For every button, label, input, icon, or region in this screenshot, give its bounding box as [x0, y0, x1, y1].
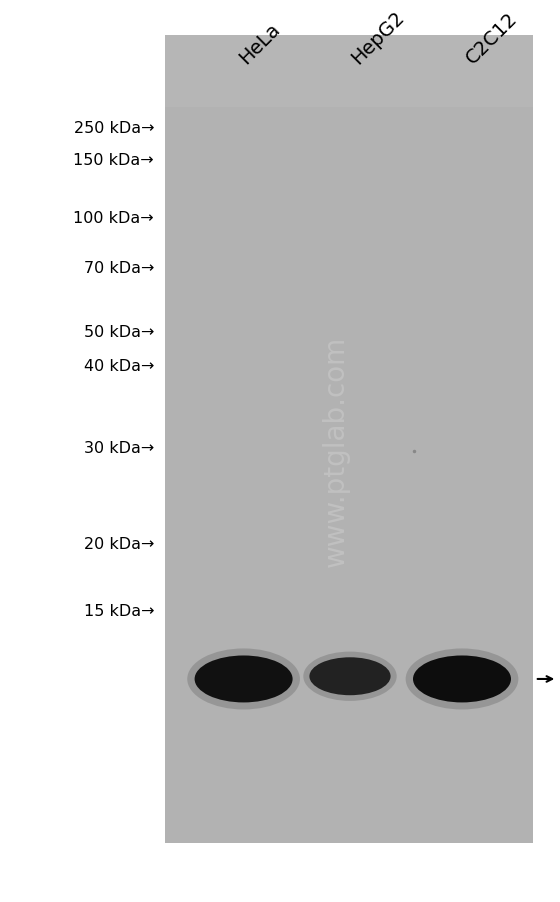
- Text: 30 kDa→: 30 kDa→: [84, 441, 154, 456]
- Ellipse shape: [309, 658, 391, 695]
- Text: 50 kDa→: 50 kDa→: [83, 325, 154, 339]
- Text: 20 kDa→: 20 kDa→: [83, 537, 154, 551]
- Ellipse shape: [304, 652, 396, 701]
- Bar: [165, 36, 533, 108]
- Ellipse shape: [413, 656, 511, 703]
- Ellipse shape: [405, 649, 519, 710]
- Text: www.ptglab.com: www.ptglab.com: [322, 336, 350, 566]
- Text: 15 kDa→: 15 kDa→: [83, 603, 154, 618]
- Text: 100 kDa→: 100 kDa→: [73, 211, 154, 226]
- Text: 150 kDa→: 150 kDa→: [73, 153, 154, 168]
- Ellipse shape: [187, 649, 300, 710]
- Text: 250 kDa→: 250 kDa→: [73, 121, 154, 135]
- Text: 40 kDa→: 40 kDa→: [83, 359, 154, 373]
- Ellipse shape: [195, 656, 293, 703]
- Text: 70 kDa→: 70 kDa→: [83, 261, 154, 275]
- Text: C2C12: C2C12: [462, 9, 521, 68]
- Text: HepG2: HepG2: [347, 7, 408, 68]
- Text: HeLa: HeLa: [235, 20, 283, 68]
- Bar: [165, 36, 533, 843]
